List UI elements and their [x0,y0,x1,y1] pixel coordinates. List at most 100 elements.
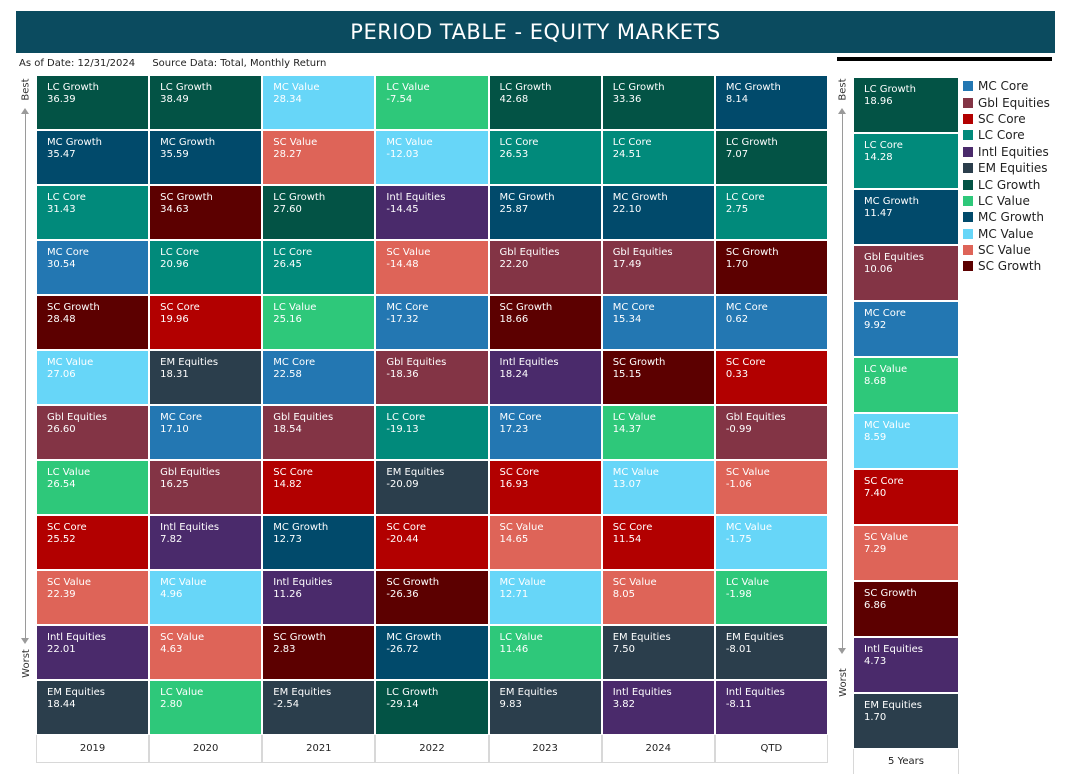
cell-asset-name: EM Equities [160,357,219,368]
cell-return-value: 16.25 [160,479,189,490]
cell-return-value: 14.37 [612,424,642,435]
table-cell: MC Value -12.03 [375,130,489,185]
cell-asset-name: SC Growth [725,247,779,258]
cell-asset-name: Intl Equities [612,687,672,698]
cell-asset-name: LC Growth [160,82,213,93]
axis-line [25,114,26,638]
table-cell: LC Value 26.54 [36,460,150,515]
table-cell: LC Value 14.37 [601,405,715,460]
cell-return-value: 0.33 [725,369,749,380]
cell-asset-name: MC Core [612,302,655,313]
cell-asset-name: SC Value [499,522,544,533]
cell-asset-name: MC Core [386,302,429,313]
legend-swatch [963,146,973,157]
cell-return-value: 4.63 [160,644,183,655]
cell-return-value: 26.53 [499,149,529,160]
table-cell: LC Core 2.75 [714,185,828,240]
cell-return-value: 22.20 [499,259,529,270]
cell-asset-name: SC Growth [612,357,666,368]
table-cell: EM Equities -8.01 [714,625,828,680]
cell-return-value: 8.59 [864,432,887,443]
cell-asset-name: MC Core [160,412,203,423]
cell-return-value: 9.92 [864,320,887,331]
legend-label: Intl Equities [978,144,1049,159]
cell-return-value: 27.06 [47,369,76,380]
cell-return-value: 1.70 [864,712,887,723]
cell-return-value: 7.29 [864,544,887,555]
cell-asset-name: Intl Equities [386,192,446,203]
table-cell: LC Core 26.53 [488,130,602,185]
cell-asset-name: MC Core [273,357,316,368]
legend-item: LC Growth [963,176,1050,192]
table-cell: Intl Equities 3.82 [601,680,715,735]
cell-asset-name: LC Value [160,687,204,698]
five-year-column: LC Growth 18.96 LC Core 14.28 MC Growth 11.47… [853,77,959,749]
cell-return-value: -12.03 [386,149,419,160]
cell-return-value: -26.72 [386,644,419,655]
cell-asset-name: SC Core [499,467,540,478]
cell-return-value: 7.50 [612,644,635,655]
cell-return-value: 18.31 [160,369,189,380]
cell-return-value: 14.28 [864,152,893,163]
table-cell: MC Core 15.34 [601,295,715,350]
table-cell: LC Core 26.45 [262,240,376,295]
cell-return-value: 28.34 [273,94,302,105]
cell-return-value: -8.11 [725,699,752,710]
cell-asset-name: Gbl Equities [612,247,673,258]
cell-asset-name: Gbl Equities [160,467,221,478]
five-year-cell: LC Growth 18.96 [853,77,959,133]
legend-label: SC Core [978,111,1026,126]
cell-return-value: 19.96 [160,314,189,325]
legend-swatch [963,113,973,124]
cell-return-value: -1.06 [725,479,752,490]
table-cell: MC Value -1.75 [714,515,828,570]
cell-asset-name: SC Value [612,577,657,588]
legend-label: SC Growth [978,259,1042,274]
table-cell: LC Growth 33.36 [601,75,715,130]
cell-asset-name: MC Core [725,302,768,313]
cell-return-value: 18.24 [499,369,529,380]
cell-asset-name: MC Value [160,577,207,588]
cell-asset-name: SC Core [864,476,904,487]
cell-asset-name: LC Growth [612,82,665,93]
legend-item: LC Core [963,127,1050,143]
cell-return-value: 8.05 [612,589,635,600]
cell-asset-name: LC Value [499,632,543,643]
table-cell: SC Growth 18.66 [488,295,602,350]
five-year-cell: EM Equities 1.70 [853,693,959,749]
table-cell: MC Growth 8.14 [714,75,828,130]
cell-return-value: 6.86 [864,600,887,611]
cell-asset-name: LC Value [47,467,91,478]
cell-return-value: 13.07 [612,479,642,490]
table-cell: SC Growth 2.83 [262,625,376,680]
axis-up-arrow-icon [21,108,29,114]
cell-return-value: -14.48 [386,259,419,270]
cell-asset-name: EM Equities [47,687,105,698]
legend-item: Intl Equities [963,144,1050,160]
axis-worst-label: Worst [20,649,32,678]
cell-asset-name: MC Value [725,522,773,533]
cell-return-value: 1.70 [725,259,749,270]
table-cell: EM Equities -20.09 [375,460,489,515]
section-divider [837,57,1052,61]
cell-asset-name: LC Value [725,577,770,588]
period-label: 2021 [262,735,376,763]
cell-return-value: 18.66 [499,314,529,325]
cell-return-value: 17.10 [160,424,189,435]
cell-return-value: 14.82 [273,479,302,490]
table-cell: SC Value -14.48 [375,240,489,295]
axis-down-arrow-icon [21,638,29,644]
table-cell: LC Core -19.13 [375,405,489,460]
cell-asset-name: MC Growth [725,82,781,93]
table-cell: MC Growth 35.59 [149,130,263,185]
legend-label: MC Growth [978,210,1044,225]
cell-return-value: 9.83 [499,699,522,710]
cell-return-value: 3.82 [612,699,635,710]
table-cell: LC Value 25.16 [262,295,376,350]
table-cell: MC Core -17.32 [375,295,489,350]
cell-asset-name: SC Growth [47,302,100,313]
cell-return-value: -20.44 [386,534,419,545]
cell-return-value: 26.60 [47,424,76,435]
cell-return-value: -14.45 [386,204,419,215]
table-cell: MC Value 4.96 [149,570,263,625]
